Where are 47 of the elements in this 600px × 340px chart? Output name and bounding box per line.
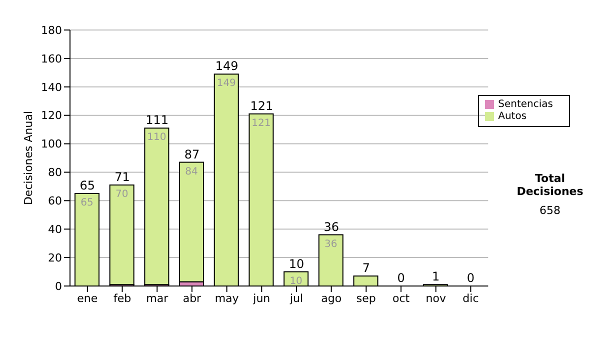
- text: Total Decisiones: [516, 172, 584, 198]
- total-label: 71: [114, 170, 130, 184]
- total-label: 0: [466, 271, 475, 285]
- data-label: 84: [185, 166, 198, 178]
- total-label: 10: [288, 256, 304, 271]
- y-tick-label: 40: [48, 223, 62, 236]
- x-tick-label: dic: [462, 292, 479, 305]
- x-tick-label: feb: [113, 292, 132, 305]
- y-tick-label: 140: [41, 80, 62, 94]
- total-label: 1: [432, 270, 440, 284]
- data-label: 149: [216, 78, 236, 90]
- x-tick-label: oct: [392, 292, 410, 305]
- y-tick-label: 20: [48, 251, 62, 264]
- legend-label: Autos: [498, 111, 527, 122]
- y-tick-label: 160: [41, 52, 62, 66]
- data-label: 36: [324, 238, 338, 250]
- total-label: 87: [184, 147, 200, 162]
- data-label: 70: [115, 189, 128, 200]
- data-label: 10: [290, 276, 302, 287]
- y-tick-label: 0: [55, 280, 62, 293]
- data-label: 110: [147, 132, 166, 144]
- total-label: 121: [250, 98, 274, 113]
- total-label: 149: [215, 59, 238, 74]
- total-label: 111: [146, 113, 169, 128]
- x-tick-label: ago: [321, 292, 342, 305]
- x-tick-label: may: [214, 292, 240, 305]
- x-tick-label: jul: [288, 292, 304, 305]
- y-tick-label: 100: [41, 138, 62, 151]
- x-tick-label: jun: [252, 292, 270, 305]
- y-tick-label: 60: [48, 194, 62, 208]
- total-label: 0: [397, 271, 405, 285]
- text: 658: [538, 204, 562, 217]
- data-label: 121: [252, 118, 271, 129]
- x-tick-label: nov: [426, 292, 446, 305]
- y-tick-label: 120: [41, 109, 62, 122]
- x-tick-label: ene: [77, 292, 98, 305]
- legend-label: Sentencias: [498, 99, 553, 110]
- x-tick-label: abr: [182, 292, 202, 305]
- total-label: 36: [324, 220, 339, 234]
- total-label: 7: [362, 261, 370, 276]
- total-label: 65: [80, 178, 96, 193]
- y-tick-label: 80: [48, 166, 62, 180]
- x-tick-label: sep: [356, 292, 376, 305]
- data-label: 65: [80, 198, 94, 209]
- x-tick-label: mar: [146, 292, 169, 305]
- y-tick-label: 180: [41, 24, 62, 37]
- y-axis-title: Decisiones Anual: [22, 110, 35, 206]
